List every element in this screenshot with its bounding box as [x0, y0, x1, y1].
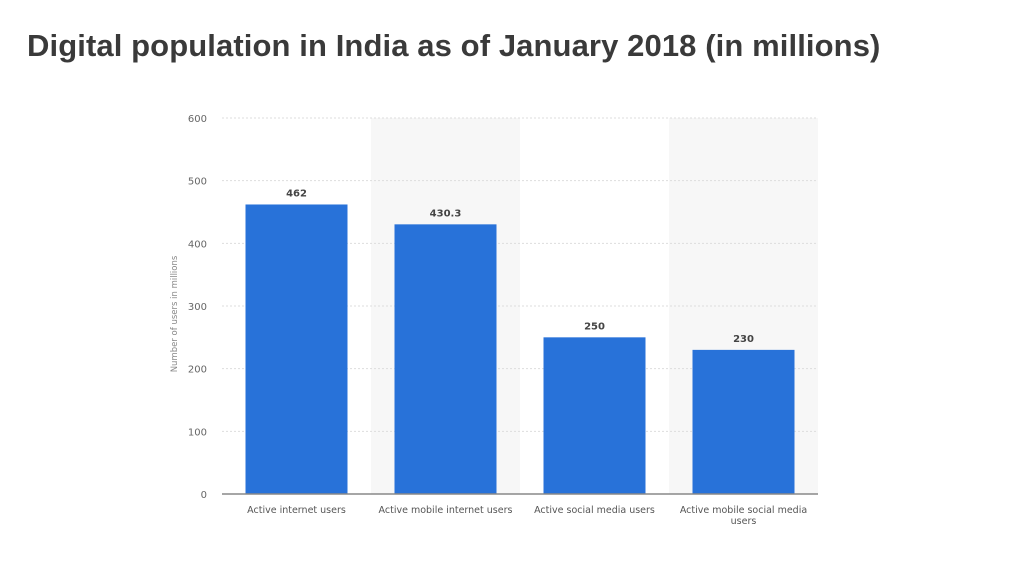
- x-tick-label: Active social media users: [534, 505, 655, 516]
- y-tick-label: 100: [188, 427, 207, 438]
- x-tick-label: Active internet users: [247, 505, 346, 516]
- y-tick-label: 200: [188, 365, 207, 376]
- x-tick-label: users: [731, 516, 757, 527]
- bar: [543, 337, 646, 494]
- y-tick-label: 400: [188, 239, 207, 250]
- y-tick-label: 300: [188, 302, 207, 313]
- chart-title: Digital population in India as of Januar…: [27, 28, 881, 63]
- y-tick-label: 500: [188, 177, 207, 188]
- y-axis-label: Number of users in millions: [170, 255, 180, 372]
- data-label: 462: [286, 188, 307, 199]
- data-label: 230: [733, 334, 754, 345]
- data-label: 430.3: [430, 208, 462, 219]
- y-tick-label: 0: [201, 490, 207, 501]
- bar: [245, 204, 348, 495]
- data-label: 250: [584, 321, 605, 332]
- bar: [394, 224, 497, 494]
- bar: [692, 349, 795, 494]
- y-tick-label: 600: [188, 114, 207, 125]
- x-tick-label: Active mobile social media: [680, 505, 807, 516]
- x-tick-label: Active mobile internet users: [379, 505, 513, 516]
